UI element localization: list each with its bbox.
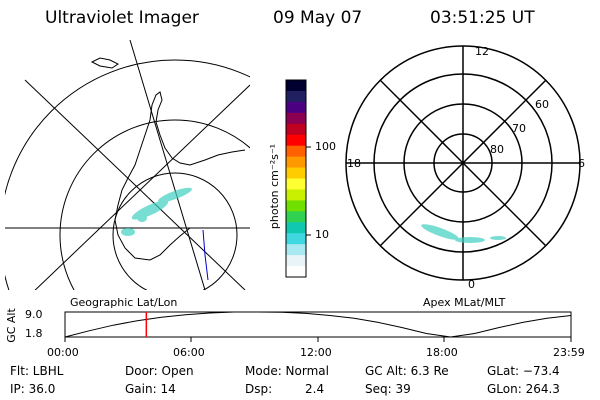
longitude-line: [129, 39, 206, 290]
timeline-xtick: 12:00: [300, 346, 332, 359]
aurora-patch: [121, 228, 135, 236]
aurora-patch: [490, 236, 506, 240]
timeline-ytick-max: 9.0: [25, 308, 43, 321]
colorbar-swatch: [286, 90, 306, 103]
image-time: 03:51:25 UT: [430, 8, 535, 28]
colorbar-swatch: [286, 145, 306, 158]
info-dsp-value: 2.4: [305, 382, 325, 396]
geographic-title: Geographic Lat/Lon: [70, 296, 178, 309]
colorbar-swatch: [286, 178, 306, 190]
instrument-title: Ultraviolet Imager: [45, 8, 199, 28]
colorbar-swatch: [286, 112, 306, 125]
timeline-xtick: 23:59: [553, 346, 585, 359]
timeline-xtick: 18:00: [426, 346, 458, 359]
colorbar-label: photon cm⁻²s⁻¹: [268, 143, 282, 230]
colorbar-tick-10: 10: [315, 228, 329, 241]
info-gc-alt: GC Alt: 6.3 Re: [365, 364, 449, 378]
polar-hour-12: 12: [475, 45, 489, 58]
colorbar-swatch: [286, 123, 306, 136]
colorbar: [286, 80, 306, 278]
colorbar-swatch: [286, 101, 306, 114]
info-filter: Flt: LBHL: [10, 364, 64, 378]
colorbar-swatch: [286, 211, 306, 223]
timeline-ylabel: GC Alt: [4, 308, 18, 343]
longitude-line: [34, 84, 250, 290]
colorbar-swatch: [286, 244, 306, 256]
aurora-patch: [137, 214, 147, 222]
info-glat: GLat: −73.4: [487, 364, 560, 378]
polar-lat-80: 80: [490, 143, 504, 156]
polar-lat-60: 60: [535, 98, 549, 111]
ground-track: [202, 229, 209, 281]
longitude-line: [24, 79, 246, 290]
polar-hour-0: 0: [468, 278, 475, 291]
polar-lat-70: 70: [512, 122, 526, 135]
latitude-circle: [5, 59, 250, 290]
info-door: Door: Open: [125, 364, 194, 378]
info-mode: Mode: Normal: [245, 364, 329, 378]
colorbar-swatch: [286, 255, 306, 267]
aurora-patch: [455, 237, 485, 243]
polar-hour-6: 6: [578, 157, 585, 170]
polar-hour-18: 18: [347, 157, 361, 170]
latitude-circle: [59, 119, 250, 290]
colorbar-swatch: [286, 189, 306, 201]
colorbar-swatch: [286, 233, 306, 245]
timeline-xtick: 00:00: [47, 346, 79, 359]
aurora-patch: [421, 224, 459, 240]
timeline-xtick: 06:00: [173, 346, 205, 359]
info-ip: IP: 36.0: [10, 382, 56, 396]
diagonal-line: [379, 79, 547, 247]
info-dsp-label: Dsp:: [245, 382, 273, 396]
colorbar-swatch: [286, 80, 306, 92]
island-outline: [90, 57, 119, 69]
orbit-altitude-curve: [64, 311, 572, 338]
coastline: [117, 91, 246, 206]
info-gain: Gain: 14: [125, 382, 176, 396]
image-date: 09 May 07: [273, 8, 363, 28]
colorbar-swatch: [286, 266, 306, 278]
coastline: [114, 204, 191, 261]
polar-plot: [345, 45, 581, 281]
colorbar-swatch: [286, 134, 306, 147]
timeline-ytick-min: 1.8: [25, 327, 43, 340]
orbit-timeline: [64, 311, 572, 342]
colorbar-swatch: [286, 156, 306, 169]
aurora-patch: [158, 187, 192, 203]
colorbar-tick-100: 100: [315, 140, 336, 153]
colorbar-swatch: [286, 200, 306, 212]
apex-title: Apex MLat/MLT: [423, 296, 506, 309]
colorbar-swatch: [286, 222, 306, 234]
latitude-circle: [112, 172, 238, 290]
info-glon: GLon: 264.3: [487, 382, 560, 396]
info-seq: Seq: 39: [365, 382, 411, 396]
colorbar-swatch: [286, 167, 306, 179]
